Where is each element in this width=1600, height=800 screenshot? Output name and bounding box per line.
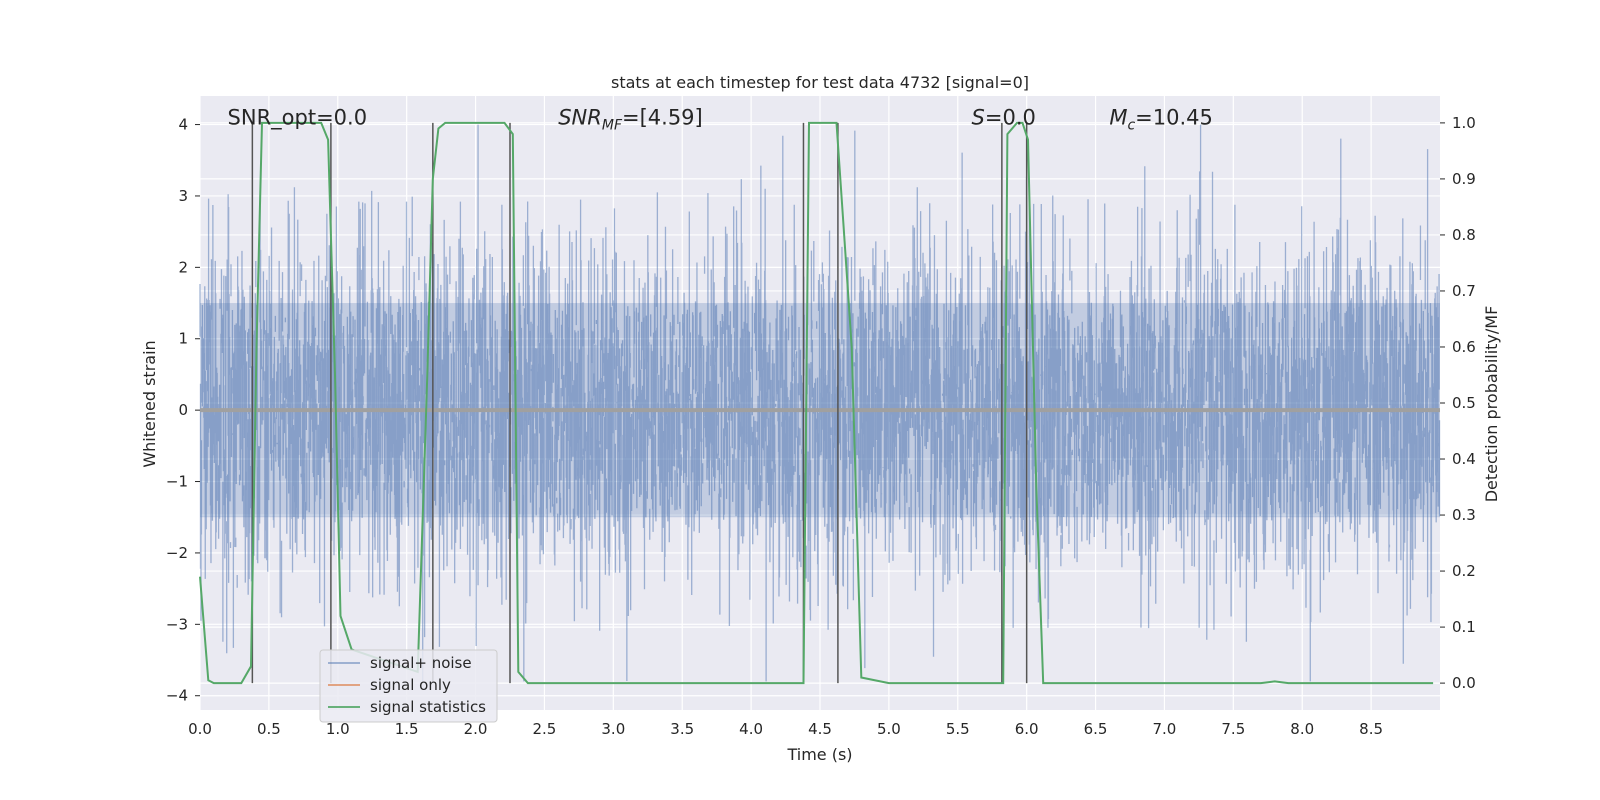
legend-label-noise: signal+ noise — [370, 654, 472, 672]
y2-tick-label: 0.3 — [1452, 506, 1476, 524]
x-tick-label: 1.5 — [395, 720, 419, 738]
x-tick-label: 2.0 — [464, 720, 488, 738]
annotation: Mc=10.45 — [1109, 105, 1213, 133]
y2-axis-label: Detection probability/MF — [1482, 306, 1501, 503]
legend-label-stats: signal statistics — [370, 698, 486, 716]
y-tick-label: −1 — [166, 473, 188, 491]
chart-title: stats at each timestep for test data 473… — [611, 73, 1029, 92]
y-tick-label: 4 — [178, 116, 188, 134]
y-axis-label: Whitened strain — [140, 340, 159, 467]
legend-box — [319, 649, 498, 723]
legend-label-signal: signal only — [370, 676, 451, 694]
y2-tick-label: 0.9 — [1452, 170, 1476, 188]
x-tick-label: 3.0 — [601, 720, 625, 738]
y2-tick-label: 0.2 — [1452, 562, 1476, 580]
x-tick-label: 8.5 — [1359, 720, 1383, 738]
y-tick-label: 0 — [178, 401, 188, 419]
signal-statistics-line — [199, 121, 1434, 685]
y-tick-label: −4 — [166, 687, 188, 705]
y-tick-label: 2 — [178, 258, 188, 276]
y2-tick-label: 0.7 — [1452, 282, 1476, 300]
annotation: SNR_opt=0.0 — [228, 105, 368, 130]
y2-tick-label: 0.5 — [1452, 394, 1476, 412]
x-tick-label: 5.0 — [877, 720, 901, 738]
x-tick-label: 3.5 — [670, 720, 694, 738]
x-tick-label: 4.5 — [808, 720, 832, 738]
annotations: SNR_opt=0.0 SNRMF=[4.59] S=0.0 Mc=10.45 — [228, 105, 1213, 133]
annotation: SNRMF=[4.59] — [558, 105, 703, 133]
x-tick-label: 6.5 — [1084, 720, 1108, 738]
annotation: S=0.0 — [972, 105, 1036, 129]
y-tick-label: 3 — [178, 187, 188, 205]
x-tick-label: 0.5 — [257, 720, 281, 738]
x-tick-label: 7.5 — [1221, 720, 1245, 738]
x-axis-label: Time (s) — [786, 745, 852, 764]
legend: signal+ noise signal only signal statist… — [319, 649, 498, 723]
x-tick-label: 7.0 — [1153, 720, 1177, 738]
y-tick-label: 1 — [178, 330, 188, 348]
signal-noise-series — [199, 124, 1441, 682]
signal-statistics-series — [199, 121, 1434, 685]
y2-tick-label: 0.6 — [1452, 338, 1476, 356]
y-tick-label: −2 — [166, 544, 188, 562]
x-tick-label: 6.0 — [1015, 720, 1039, 738]
x-tick-label: 5.5 — [946, 720, 970, 738]
y2-tick-label: 0.1 — [1452, 618, 1476, 636]
y2-tick-label: 0.0 — [1452, 674, 1476, 692]
x-tick-label: 0.0 — [188, 720, 212, 738]
tick-labels: 0.0 0.5 1.0 1.5 2.0 2.5 3.0 3.5 4.0 4.5 5.0 5.5 6.0 6… — [166, 114, 1476, 738]
y2-tick-label: 1.0 — [1452, 114, 1476, 132]
x-tick-label: 4.0 — [739, 720, 763, 738]
y2-tick-label: 0.8 — [1452, 226, 1476, 244]
x-tick-label: 1.0 — [326, 720, 350, 738]
y2-tick-label: 0.4 — [1452, 450, 1476, 468]
x-tick-label: 2.5 — [533, 720, 557, 738]
y-tick-label: −3 — [166, 615, 188, 633]
x-tick-label: 8.0 — [1290, 720, 1314, 738]
